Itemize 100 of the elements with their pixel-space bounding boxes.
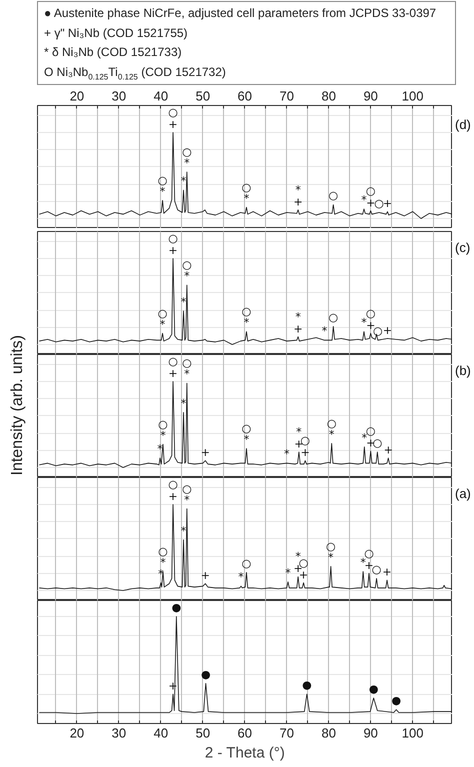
x2-tick-label: 40	[154, 88, 168, 104]
annotation: +	[298, 568, 308, 582]
annotation: ○	[182, 146, 192, 159]
annotation: ●	[391, 694, 402, 708]
annotation: +	[293, 322, 303, 336]
annotation: +	[384, 444, 393, 457]
x-axis-title: 2 - Theta (°)	[204, 744, 285, 762]
annotation: *	[284, 448, 290, 461]
annotation: ●	[200, 668, 211, 681]
annotation: ○	[298, 556, 308, 570]
annotation: +	[300, 446, 310, 460]
annotation: *	[180, 174, 187, 188]
annotation: *	[238, 570, 244, 584]
annotation: ●	[368, 682, 378, 696]
annotation: ○	[374, 196, 384, 210]
annotation: +	[168, 367, 178, 380]
text: O Ni₃Nb$_{0.125}$Ti$_{0.125}$ (COD 1521732)	[44, 64, 226, 81]
annotation: *	[244, 192, 250, 205]
annotation: +	[382, 324, 392, 337]
x-tick-label: 80	[321, 726, 336, 740]
annotation: ○	[158, 545, 168, 558]
annotation: *	[360, 556, 366, 570]
annotation: *	[160, 184, 166, 198]
annotation: *	[184, 493, 190, 506]
x2-tick-label: 70	[280, 88, 294, 104]
annotation: ○	[168, 106, 178, 119]
annotation: *	[160, 556, 166, 570]
annotation: +	[200, 569, 210, 582]
annotation: ○	[182, 356, 192, 370]
annotation: ○	[168, 478, 178, 491]
annotation: ○	[364, 546, 374, 560]
annotation: ○	[372, 436, 382, 450]
chart-title: (d)	[454, 116, 471, 134]
annotation: ○	[158, 306, 168, 320]
annotation: ○	[168, 355, 178, 368]
annotation: *	[296, 426, 302, 439]
text: + γ" Ni₃Nb (COD 1521755)	[44, 26, 188, 40]
annotation: *	[285, 566, 292, 580]
annotation: ○	[372, 562, 382, 576]
annotation: *	[362, 431, 368, 444]
annotation: ○	[366, 184, 376, 198]
x-tick-label: 60	[238, 726, 252, 740]
annotation: +	[168, 118, 178, 131]
annotation: *	[180, 524, 187, 538]
annotation: ○	[328, 189, 338, 202]
x2-tick-label: 50	[196, 88, 210, 104]
annotation: *	[295, 310, 302, 324]
annotation: *	[184, 270, 190, 283]
x2-tick-label: 30	[112, 88, 126, 104]
annotation: ○	[242, 305, 252, 318]
annotation: +	[382, 197, 392, 210]
annotation: *	[184, 368, 190, 381]
annotation: *	[180, 295, 187, 308]
x-tick-label: 30	[112, 726, 126, 740]
annotation: ○	[242, 422, 252, 436]
chart-title: (b)	[454, 362, 471, 380]
annotation: *	[322, 324, 328, 338]
annotation: ○	[242, 556, 252, 570]
text: ● Austenite phase NiCrFe, adjusted cell parameters from JCPDS 33-0397	[44, 6, 436, 20]
x-tick-label: 40	[154, 726, 168, 740]
annotation: *	[157, 442, 164, 456]
annotation: ○	[326, 416, 336, 430]
annotation: *	[361, 316, 368, 330]
annotation: ○	[328, 310, 338, 324]
x2-tick-label: 60	[238, 88, 252, 104]
annotation: +	[366, 196, 376, 210]
x2-tick-label: 20	[70, 88, 84, 104]
annotation: ○	[242, 180, 252, 194]
text: * δ Ni₃Nb (COD 1521733)	[44, 45, 182, 59]
annotation: +	[168, 244, 178, 257]
annotation: ○	[300, 434, 310, 448]
annotation: *	[184, 156, 190, 170]
annotation: ○	[373, 324, 383, 338]
annotation: ○	[326, 540, 336, 553]
y-axis-title: Intensity (arb. units)	[8, 335, 28, 476]
annotation: ○	[182, 482, 192, 496]
annotation: ○	[158, 418, 168, 431]
annotation: +	[366, 436, 376, 450]
chart-title: (c)	[454, 239, 470, 257]
x-tick-label: 50	[196, 726, 210, 740]
annotation: *	[328, 550, 334, 564]
x-tick-label: 90	[363, 726, 378, 740]
x2-tick-label: 80	[321, 88, 336, 104]
annotation: *	[295, 183, 302, 196]
annotation: *	[160, 428, 166, 442]
annotation: ○	[158, 174, 168, 187]
x-tick-label: 100	[402, 726, 424, 740]
annotation: *	[244, 433, 250, 446]
annotation: *	[180, 396, 187, 410]
annotation: ○	[182, 258, 192, 272]
annotation: ○	[168, 232, 178, 245]
x2-tick-label: 100	[402, 88, 424, 104]
annotation: +	[293, 195, 303, 208]
annotation: ○	[366, 306, 376, 320]
x2-tick-label: 90	[363, 88, 378, 104]
annotation: ○	[366, 424, 376, 438]
annotation: +	[168, 490, 178, 503]
x-tick-label: 70	[280, 726, 294, 740]
annotation: *	[328, 428, 335, 441]
x-tick-label: 20	[70, 726, 84, 740]
